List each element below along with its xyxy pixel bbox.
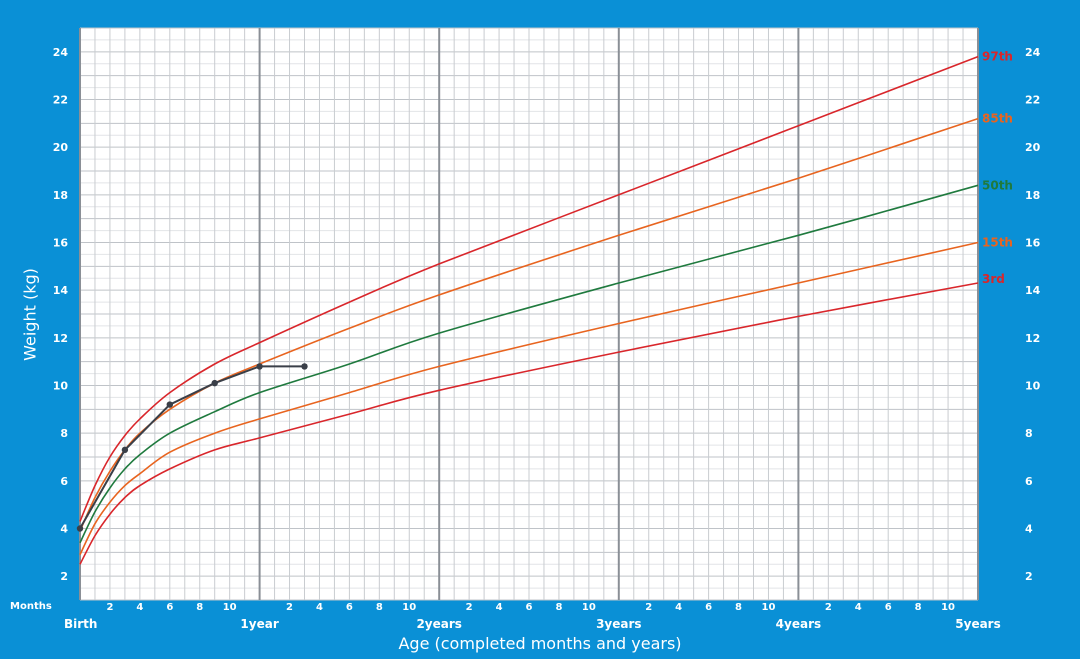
percentile-line-50th [79, 184, 979, 544]
x-tick-label-year: 4years [776, 617, 821, 631]
percentile-line-15th [79, 241, 979, 556]
x-tick-label-month: 10 [582, 602, 596, 613]
y-tick-label-left: 16 [53, 237, 69, 250]
x-tick-label-year: 2years [416, 617, 461, 631]
child-record-point [76, 525, 84, 532]
months-label: Months [10, 601, 52, 612]
y-tick-label-left: 4 [60, 523, 68, 536]
y-tick-label-right: 22 [1025, 94, 1040, 107]
y-tick-label-right: 24 [1025, 46, 1041, 59]
y-tick-label-right: 16 [1025, 237, 1041, 250]
child-record-point [211, 379, 218, 387]
percentile-label-50th: 50th [982, 178, 1013, 192]
y-tick-label-right: 20 [1025, 141, 1041, 154]
x-tick-label-month: 8 [196, 602, 203, 613]
y-tick-label-left: 22 [53, 94, 68, 107]
x-tick-label-month: 4 [136, 602, 143, 613]
y-tick-label-left: 10 [53, 380, 69, 393]
y-tick-label-left: 20 [53, 141, 69, 154]
percentile-label-85th: 85th [982, 112, 1013, 126]
y-tick-label-left: 14 [53, 284, 69, 297]
child-record-point [301, 363, 308, 370]
child-record-point [256, 363, 263, 370]
y-tick-label-left: 2 [60, 570, 68, 583]
y-tick-label-right: 18 [1025, 189, 1040, 202]
percentile-label-15th: 15th [982, 236, 1013, 250]
x-tick-label-month: 4 [675, 602, 682, 613]
x-tick-label-year: 3years [596, 617, 641, 631]
x-tick-label-year: Birth [64, 617, 97, 631]
x-tick-label-month: 2 [825, 602, 832, 613]
x-tick-label-month: 8 [376, 602, 383, 613]
x-tick-label-month: 2 [106, 602, 113, 613]
x-tick-label-year: 5years [955, 617, 1000, 631]
y-tick-label-right: 10 [1025, 380, 1041, 393]
x-tick-label-month: 6 [166, 602, 173, 613]
x-tick-label-month: 4 [855, 602, 862, 613]
x-axis-title: Age (completed months and years) [398, 634, 682, 653]
x-tick-label-month: 2 [645, 602, 652, 613]
y-axis-title: Weight (kg) [20, 268, 40, 361]
x-tick-label-month: 10 [402, 602, 416, 613]
x-tick-label-month: 6 [705, 602, 712, 613]
x-tick-label-month: 6 [885, 602, 892, 613]
y-tick-label-left: 6 [60, 475, 68, 488]
y-tick-label-left: 24 [53, 46, 69, 59]
x-tick-label-month: 10 [762, 602, 776, 613]
x-tick-label-month: 8 [735, 602, 742, 613]
percentile-line-97th [79, 55, 979, 522]
y-tick-label-right: 4 [1025, 523, 1033, 536]
child-record-point [166, 401, 173, 408]
x-tick-label-month: 4 [316, 602, 323, 613]
y-tick-label-right: 2 [1025, 570, 1033, 583]
x-tick-label-month: 6 [526, 602, 533, 613]
y-tick-label-right: 6 [1025, 475, 1033, 488]
x-tick-label-year: 1year [240, 617, 278, 631]
child-record-line [79, 365, 305, 529]
y-tick-label-right: 8 [1025, 427, 1033, 440]
child-record-point [121, 446, 129, 454]
y-tick-label-left: 12 [53, 332, 68, 345]
x-tick-label-month: 8 [915, 602, 922, 613]
x-tick-label-month: 8 [555, 602, 562, 613]
percentile-label-3rd: 3rd [982, 272, 1005, 286]
x-tick-label-month: 2 [466, 602, 473, 613]
x-tick-label-month: 10 [223, 602, 237, 613]
x-tick-label-month: 4 [496, 602, 503, 613]
x-tick-label-month: 10 [941, 602, 955, 613]
percentile-label-97th: 97th [982, 50, 1013, 64]
percentile-line-3rd [79, 282, 979, 565]
x-tick-label-month: 6 [346, 602, 353, 613]
y-tick-label-left: 18 [53, 189, 68, 202]
y-tick-label-right: 12 [1025, 332, 1040, 345]
y-tick-label-right: 14 [1025, 284, 1041, 297]
y-tick-label-left: 8 [60, 427, 68, 440]
x-tick-label-month: 2 [286, 602, 293, 613]
